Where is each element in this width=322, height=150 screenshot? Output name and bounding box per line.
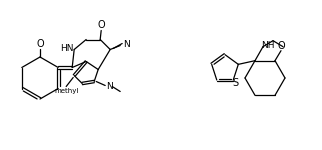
Text: N: N — [123, 40, 129, 49]
Text: O: O — [277, 41, 285, 51]
Text: methyl: methyl — [54, 88, 78, 94]
Text: HN: HN — [61, 44, 74, 53]
Text: NH: NH — [261, 41, 275, 50]
Text: O: O — [97, 21, 105, 30]
Text: O: O — [36, 39, 44, 49]
Text: S: S — [232, 78, 238, 88]
Text: N: N — [106, 82, 113, 91]
